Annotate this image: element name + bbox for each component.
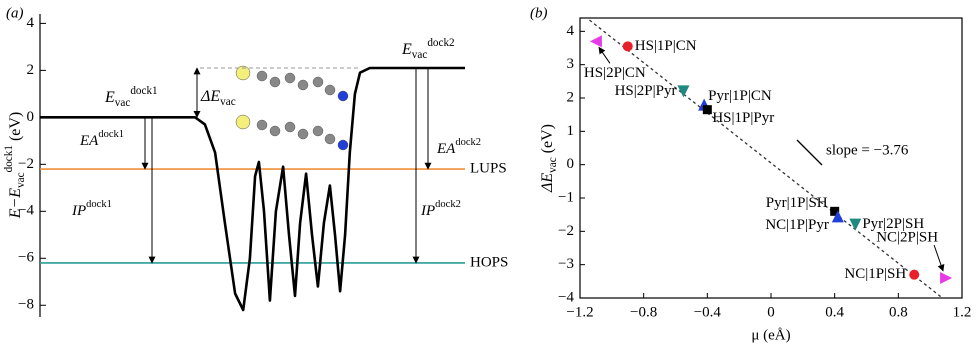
ip1-label-sup: dock1 [86, 199, 112, 210]
panel-label: (a) [6, 5, 24, 21]
point [909, 270, 919, 280]
y-tick-label: −1 [558, 189, 574, 205]
point [623, 41, 633, 51]
vacuum-label-main: E [401, 41, 412, 58]
x-tick-label: 0.8 [889, 304, 908, 320]
y-tick-label: 1 [567, 123, 575, 139]
point-label: NC|1P|SH [844, 266, 906, 282]
y-tick-label: −3 [558, 256, 574, 272]
figure: (a)420−2−4−6−8E−Evacdock1 (eV)LUPSHOPSEv… [0, 0, 976, 347]
slope-label: slope = −3.76 [826, 142, 909, 158]
ea1-label-main: EA [79, 133, 99, 149]
delta-vac-label-main: ΔE [200, 88, 220, 105]
y-tick-label: 0 [27, 109, 35, 125]
y-tick-label: 2 [567, 89, 575, 105]
ea1-label-sup: dock1 [98, 129, 124, 140]
y-tick-label: 4 [567, 23, 575, 39]
ip2-label-sup: dock2 [435, 199, 461, 210]
y-axis-label-sub: vac [547, 157, 559, 173]
x-tick-label: −0.4 [694, 304, 722, 320]
point-label: NC|1P|Pyr [765, 217, 829, 233]
point-label: HS|2P|CN [584, 65, 646, 81]
point [703, 105, 712, 114]
y-tick-label: −2 [18, 156, 34, 172]
ea1-label: EAdock1 [79, 129, 124, 149]
y-axis-label-sub: vac [15, 172, 27, 188]
ea2-label-main: EA [436, 141, 456, 157]
level-label: LUPS [470, 160, 507, 176]
x-tick-label: −0.8 [630, 304, 657, 320]
delta-vac-label: ΔEvac [200, 88, 236, 108]
point-label: HS|1P|CN [635, 38, 697, 54]
vacuum-label-sup: dock2 [427, 37, 454, 49]
ea2-label-sup: dock2 [455, 137, 481, 148]
y-tick-label: −6 [18, 250, 34, 266]
point-label: NC|2P|SH [876, 229, 938, 245]
molecule-decoration [236, 66, 348, 150]
x-axis-label: μ (eÅ) [751, 327, 790, 343]
ip1-label: IPdock1 [71, 199, 112, 219]
point-label: HS|2P|Pyr [615, 83, 677, 99]
ip2-label-main: IP [420, 203, 435, 219]
vacuum-label-sub: vac [412, 49, 428, 61]
y-axis-label-unit: (eV) [7, 112, 24, 145]
vacuum-label-sup: dock1 [130, 85, 157, 97]
y-axis-label-main: E−E [7, 188, 24, 220]
vacuum-label: Evacdock1 [104, 85, 158, 109]
point-label: HS|1P|Pyr [712, 110, 774, 126]
y-tick-label: 4 [27, 15, 35, 31]
vacuum-label-sub: vac [115, 97, 131, 109]
level-label: HOPS [470, 254, 508, 270]
y-tick-label: 2 [27, 62, 35, 78]
slope-indicator [797, 140, 822, 165]
x-tick-label: 1.2 [953, 304, 972, 320]
ip2-label: IPdock2 [420, 199, 461, 219]
x-tick-label: 0.4 [825, 304, 844, 320]
point-label: Pyr|1P|CN [708, 88, 772, 104]
y-tick-label: −8 [18, 297, 34, 313]
ea2-label: EAdock2 [436, 137, 481, 157]
y-tick-label: −2 [558, 223, 574, 239]
y-tick-label: 3 [567, 56, 575, 72]
point [590, 35, 602, 47]
ip1-label-main: IP [71, 203, 86, 219]
vacuum-label-main: E [104, 89, 115, 106]
x-tick-label: −1.2 [566, 304, 593, 320]
potential-curve [40, 68, 465, 310]
y-axis-label-main: ΔE [539, 173, 556, 193]
y-axis-label-sup: dock1 [3, 145, 15, 172]
y-tick-label: 0 [567, 156, 575, 172]
label-pointer [599, 47, 610, 63]
point [849, 219, 861, 231]
panel-label: (b) [530, 5, 548, 21]
point-label: Pyr|1P|SH [766, 195, 828, 211]
x-tick-label: 0 [767, 304, 775, 320]
vacuum-label: Evacdock2 [401, 37, 455, 61]
y-tick-label: −4 [558, 289, 574, 305]
y-axis-label-unit: (eV) [539, 124, 556, 157]
delta-vac-label-sub: vac [220, 96, 236, 108]
point [940, 272, 952, 284]
y-axis-label: ΔEvac (eV) [539, 124, 559, 193]
label-pointer [934, 245, 943, 271]
